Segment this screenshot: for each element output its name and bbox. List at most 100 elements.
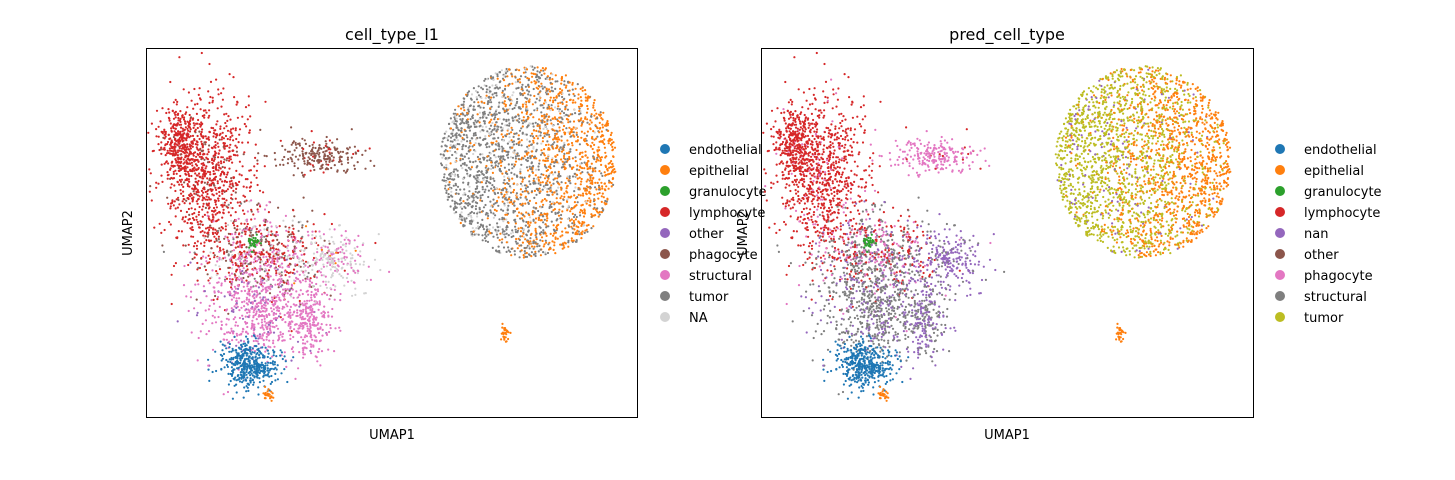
scatter-point xyxy=(445,189,448,192)
scatter-point xyxy=(323,158,326,161)
scatter-point xyxy=(549,109,552,112)
scatter-point xyxy=(520,244,523,247)
scatter-point xyxy=(569,219,572,222)
scatter-point xyxy=(196,189,199,192)
scatter-point xyxy=(540,219,543,222)
scatter-point xyxy=(186,106,189,109)
scatter-point xyxy=(599,156,602,159)
scatter-point xyxy=(468,203,471,206)
scatter-point xyxy=(606,173,610,176)
scatter-point xyxy=(465,164,468,167)
scatter-point xyxy=(314,155,317,159)
scatter-point xyxy=(199,223,202,226)
scatter-point xyxy=(509,232,513,235)
scatter-point xyxy=(180,178,183,181)
scatter-point xyxy=(164,154,167,157)
scatter-point xyxy=(522,228,526,231)
scatter-point xyxy=(174,142,177,145)
scatter-point xyxy=(196,198,200,201)
scatter-point xyxy=(550,205,553,209)
scatter-point xyxy=(590,227,593,230)
scatter-point xyxy=(510,163,514,166)
scatter-point xyxy=(250,335,253,338)
scatter-point xyxy=(186,127,189,130)
scatter-point xyxy=(482,120,485,123)
scatter-point xyxy=(590,174,593,177)
scatter-point xyxy=(548,135,551,138)
scatter-point xyxy=(208,101,211,104)
scatter-point xyxy=(217,197,220,200)
scatter-point xyxy=(492,189,495,192)
scatter-point xyxy=(234,276,237,279)
scatter-point xyxy=(526,159,530,162)
scatter-point xyxy=(539,104,542,107)
scatter-point xyxy=(250,181,253,184)
scatter-point xyxy=(512,235,515,238)
scatter-point xyxy=(242,153,245,156)
scatter-point xyxy=(200,51,203,55)
scatter-point xyxy=(203,196,206,200)
scatter-point xyxy=(479,136,482,139)
scatter-point xyxy=(479,106,482,109)
scatter-point xyxy=(267,252,270,255)
scatter-point xyxy=(551,193,554,196)
scatter-point xyxy=(586,130,590,133)
scatter-point xyxy=(569,182,572,185)
scatter-point xyxy=(176,134,179,137)
scatter-point xyxy=(527,202,530,205)
scatter-point xyxy=(537,80,540,83)
scatter-point xyxy=(176,320,179,323)
scatter-point xyxy=(562,198,565,201)
scatter-point xyxy=(585,224,589,227)
scatter-point xyxy=(493,186,496,189)
scatter-point xyxy=(581,151,584,154)
scatter-point xyxy=(252,285,255,288)
scatter-point xyxy=(579,183,582,186)
scatter-point xyxy=(249,169,252,172)
scatter-point xyxy=(202,135,205,138)
scatter-point xyxy=(243,243,246,246)
scatter-point xyxy=(237,233,241,236)
scatter-point xyxy=(234,233,237,236)
scatter-point xyxy=(558,148,561,151)
scatter-point xyxy=(285,229,288,232)
scatter-point xyxy=(181,114,184,117)
scatter-point xyxy=(550,104,553,107)
scatter-point xyxy=(301,224,304,227)
scatter-point xyxy=(224,225,227,228)
scatter-point xyxy=(581,171,584,174)
scatter-point xyxy=(243,222,246,225)
scatter-point xyxy=(494,143,497,146)
scatter-point xyxy=(533,94,536,98)
scatter-point xyxy=(476,136,479,140)
scatter-point xyxy=(504,186,507,190)
scatter-point xyxy=(301,235,304,238)
scatter-point xyxy=(531,154,534,157)
scatter-point xyxy=(245,246,248,249)
scatter-point xyxy=(243,250,246,253)
scatter-point xyxy=(197,118,200,122)
scatter-point xyxy=(475,181,478,184)
scatter-point xyxy=(239,240,242,243)
scatter-point xyxy=(450,190,453,193)
scatter-point xyxy=(185,295,188,298)
scatter-point xyxy=(574,186,577,189)
scatter-point xyxy=(257,210,260,213)
scatter-point xyxy=(161,244,164,247)
scatter-point xyxy=(605,124,608,127)
scatter-point xyxy=(207,254,210,257)
scatter-point xyxy=(545,169,548,173)
scatter-point xyxy=(580,177,583,181)
scatter-point xyxy=(569,150,572,153)
scatter-point xyxy=(526,169,530,172)
scatter-point xyxy=(464,129,467,133)
scatter-point xyxy=(581,230,584,233)
scatter-point xyxy=(207,202,211,205)
scatter-point xyxy=(486,176,489,179)
scatter-point xyxy=(186,221,189,225)
scatter-point xyxy=(527,151,530,154)
scatter-point xyxy=(208,257,212,260)
scatter-point xyxy=(455,126,458,129)
scatter-point xyxy=(460,164,463,167)
scatter-point xyxy=(235,187,238,190)
